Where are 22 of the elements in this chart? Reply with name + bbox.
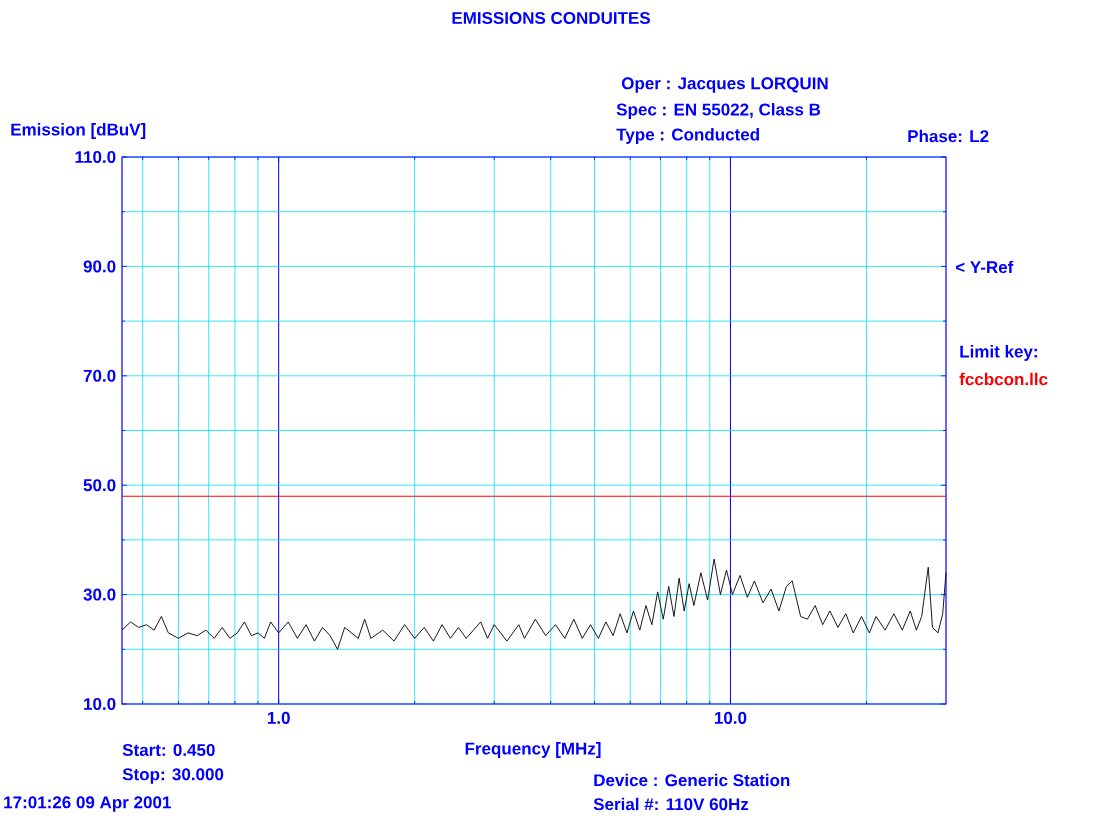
text: Device : Generic Station <box>594 773 790 787</box>
y-tick-label: 90.0 <box>83 260 116 273</box>
y-tick-label: 10.0 <box>84 697 116 711</box>
y-axis-title: Emission [dBuV] <box>11 123 146 139</box>
x-axis-title: Frequency [MHz] <box>465 742 601 758</box>
chart-title: EMISSIONS CONDUITES <box>452 11 650 25</box>
y-tick-label: 70.0 <box>83 369 116 382</box>
text: Spec : EN 55022, Class B <box>616 103 821 119</box>
text: Serial #: 110V 60Hz <box>593 797 749 811</box>
text: < Y-Ref <box>955 260 1014 274</box>
text: Oper : Jacques LORQUIN <box>621 77 828 93</box>
text: Type : Conducted <box>616 128 759 144</box>
text: Stop: 30.000 <box>122 768 224 784</box>
y-tick-label: 110.0 <box>75 150 116 164</box>
text: fccbcon.llc <box>959 372 1048 386</box>
y-tick-label: 30.0 <box>83 588 116 601</box>
text: Limit key: <box>960 345 1037 361</box>
text: Phase: L2 <box>908 129 989 143</box>
text: Start: 0.450 <box>122 743 215 757</box>
text: 17:01:26 09 Apr 2001 <box>4 796 171 812</box>
y-tick-label: 50.0 <box>83 479 116 492</box>
x-tick-label: 1.0 <box>267 711 290 724</box>
